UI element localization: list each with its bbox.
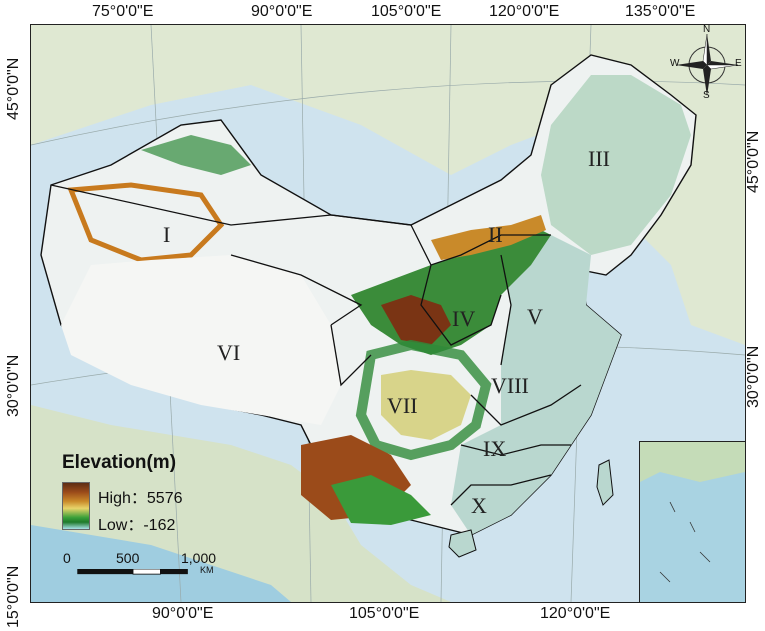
region-label-i: I: [163, 222, 171, 247]
bottom-lon-2: 105°0'0"E: [349, 605, 420, 622]
scale-unit: KM: [200, 565, 214, 575]
sea: [31, 525, 291, 602]
top-lon-5: 135°0'0"E: [625, 3, 696, 20]
region-label-vi: VI: [217, 340, 241, 365]
region-label-ii: II: [488, 222, 503, 247]
loess-highlands: [381, 295, 451, 345]
tibet-plateau: [61, 255, 341, 425]
top-lon-3: 105°0'0"E: [371, 3, 442, 20]
tarim-ring: [67, 182, 225, 263]
bottom-lon-3: 120°0'0"E: [540, 605, 611, 622]
inset-canvas: [640, 442, 745, 602]
left-lat-1: 45°0'0"N: [5, 57, 22, 120]
tian-shan: [141, 135, 251, 175]
legend-title: Elevation(m): [62, 452, 177, 473]
compass-e-label: E: [735, 58, 742, 69]
region-label-iii: III: [588, 146, 610, 171]
region-label-ix: IX: [483, 436, 507, 461]
map-canvas: [31, 25, 745, 602]
south-china-sea-inset: [639, 441, 745, 602]
legend-low-label: Low：-162: [98, 517, 176, 534]
scale-tick-1000: 1,000: [181, 550, 217, 566]
map-frame[interactable]: [30, 24, 746, 603]
yunnan-green: [331, 475, 431, 525]
eastern-lowland: [451, 235, 621, 535]
compass-n-label: N: [703, 24, 711, 35]
region-label-vii: VII: [387, 393, 418, 418]
north-range: [431, 215, 546, 260]
hainan: [448, 529, 477, 558]
region-label-iv: IV: [452, 306, 476, 331]
scale-tick-0: 0: [63, 550, 71, 566]
region-boundaries: [50, 184, 582, 506]
region-label-x: X: [471, 493, 487, 518]
scale-tick-500: 500: [116, 550, 140, 566]
bottom-lon-1: 90°0'0"E: [152, 605, 214, 622]
top-lon-4: 120°0'0"E: [489, 3, 560, 20]
region-label-v: V: [527, 304, 543, 329]
sichuan-basin: [381, 370, 471, 440]
northeast-plain: [541, 75, 691, 255]
compass-icon: [676, 33, 739, 96]
legend-high-label: High：5576: [98, 490, 183, 507]
elevation-color-ramp: [62, 482, 90, 530]
taiwan: [596, 459, 614, 506]
region-label-viii: VIII: [491, 373, 529, 398]
compass-w-label: W: [670, 58, 680, 69]
right-lat-1: 45°0'0"N: [745, 130, 762, 193]
sichuan-rim: [355, 339, 492, 461]
scale-bar: [77, 569, 188, 575]
left-lat-2: 30°0'0"N: [5, 354, 22, 417]
compass-rose: N S W E: [670, 24, 742, 101]
top-lon-1: 75°0'0"E: [92, 3, 154, 20]
left-lat-3: 15°0'0"N: [5, 565, 22, 628]
compass-s-label: S: [703, 90, 710, 101]
top-lon-2: 90°0'0"E: [251, 3, 313, 20]
right-lat-2: 30°0'0"N: [745, 345, 762, 408]
